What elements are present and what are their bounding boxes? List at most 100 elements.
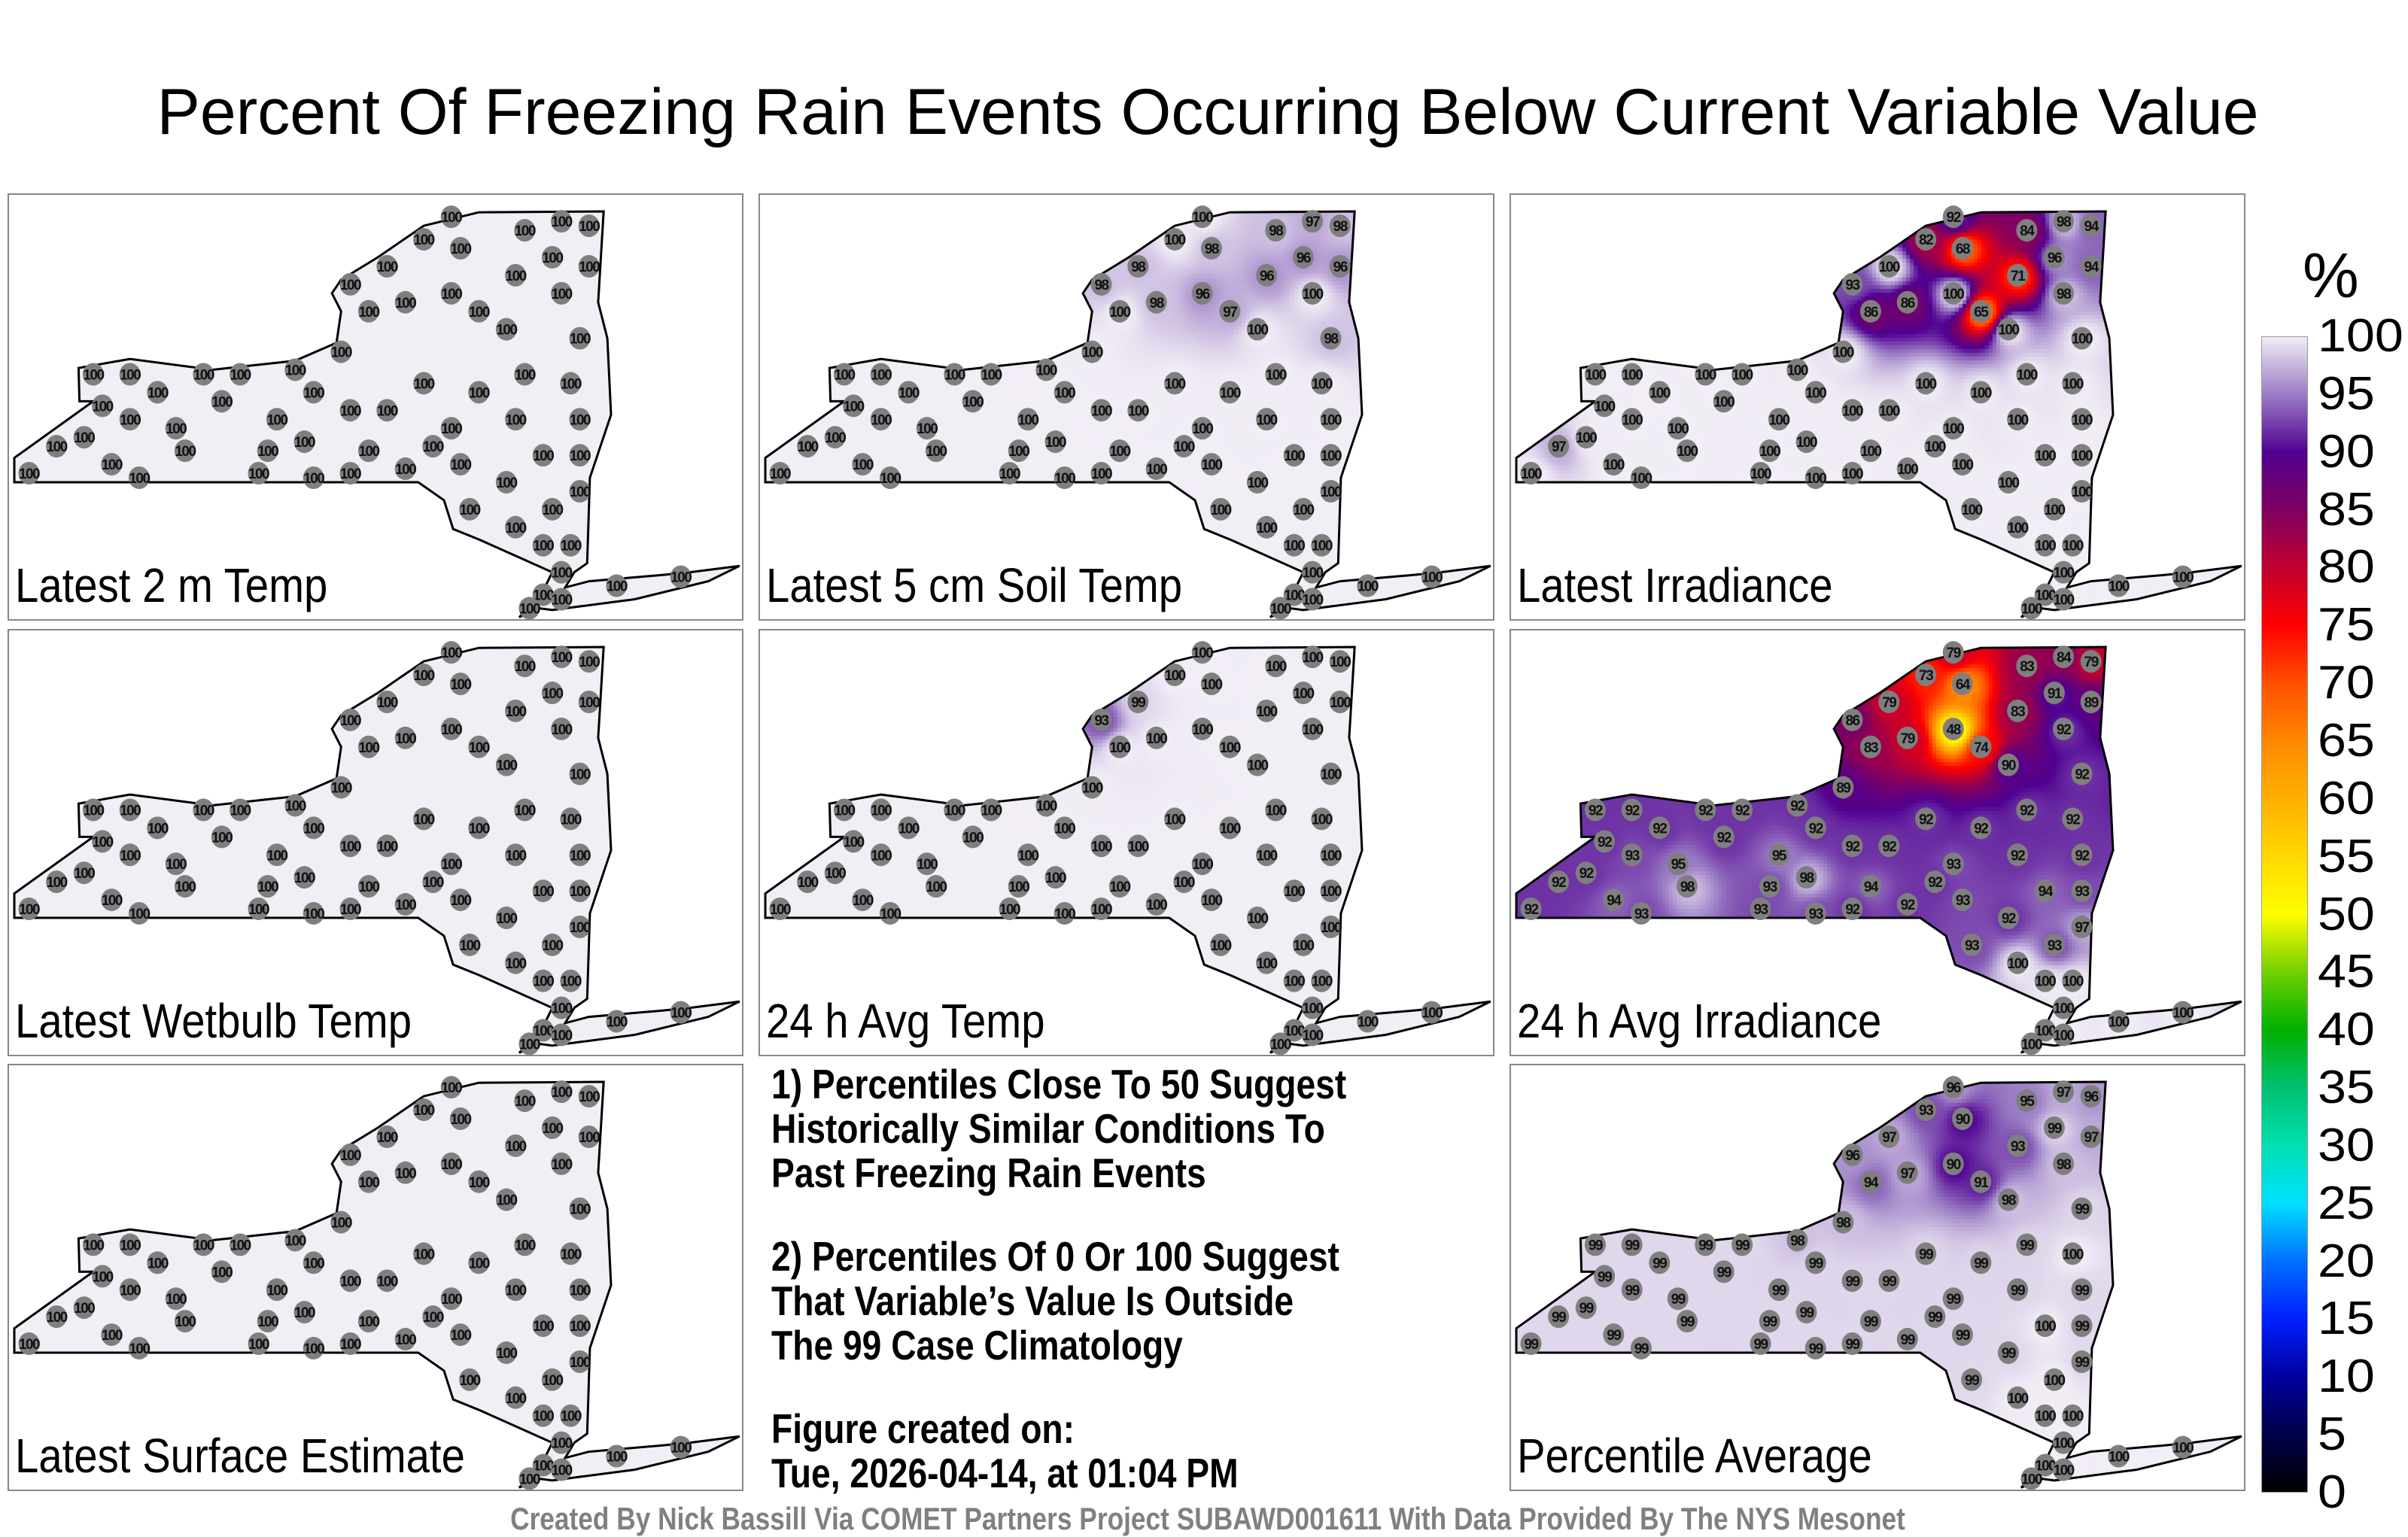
station-marker: 100 <box>119 1278 142 1302</box>
station-dot <box>459 933 481 956</box>
station-marker: 100 <box>551 717 573 740</box>
station-value: 92 <box>2020 803 2034 819</box>
station-dot <box>1896 457 1918 481</box>
station-marker: 100 <box>119 1233 142 1256</box>
station-marker: 100 <box>92 830 114 853</box>
station-value: 99 <box>1680 1314 1695 1330</box>
station-dot <box>2062 372 2084 395</box>
station-marker: 94 <box>1859 875 1881 898</box>
colorbar-tick-label: 20 <box>2318 1235 2375 1287</box>
station-dot <box>357 439 379 463</box>
station-dot <box>1970 1251 1992 1274</box>
station-marker: 92 <box>1924 870 1946 894</box>
station-value: 98 <box>1680 879 1695 895</box>
station-dot <box>248 1332 269 1356</box>
station-marker: 95 <box>1768 843 1789 867</box>
station-marker: 100 <box>376 834 399 858</box>
station-marker: 100 <box>440 852 464 876</box>
station-dot <box>1575 1296 1597 1320</box>
station-value: 100 <box>193 803 214 819</box>
station-dot <box>2007 1278 2029 1302</box>
station-marker: 100 <box>357 1170 381 1193</box>
station-marker: 100 <box>944 798 966 822</box>
station-marker: 100 <box>193 798 215 822</box>
station-dot <box>376 1269 398 1292</box>
station-value: 100 <box>1833 345 1854 361</box>
station-dot <box>2071 444 2093 467</box>
station-marker: 100 <box>440 1076 464 1099</box>
station-value: 100 <box>358 879 379 895</box>
station-marker: 100 <box>1311 533 1333 557</box>
station-dot <box>1732 363 1753 386</box>
station-marker: 99 <box>1695 1233 1716 1256</box>
station-dot <box>1256 515 1278 539</box>
station-value: 92 <box>1947 210 1961 226</box>
station-value: 100 <box>303 1256 324 1271</box>
station-marker: 100 <box>1320 408 1343 431</box>
station-dot <box>1575 426 1597 449</box>
station-dot <box>1997 753 2019 776</box>
station-dot <box>147 381 169 404</box>
station-value: 92 <box>1790 798 1804 814</box>
station-value: 100 <box>294 1305 315 1321</box>
station-dot <box>670 1435 692 1459</box>
station-value: 93 <box>1947 857 1961 873</box>
percentile-field <box>9 630 742 1055</box>
station-marker: 100 <box>303 466 326 490</box>
station-marker: 100 <box>541 245 564 269</box>
colorbar-tick-label: 50 <box>2318 888 2375 940</box>
station-value: 100 <box>1247 758 1268 774</box>
station-dot <box>1090 399 1112 422</box>
station-value: 100 <box>579 260 600 275</box>
station-value: 100 <box>166 857 187 873</box>
station-marker: 100 <box>1878 254 1901 278</box>
station-value: 100 <box>2035 1023 2056 1039</box>
station-dot <box>1108 299 1130 323</box>
station-marker: 100 <box>339 399 363 422</box>
station-marker: 100 <box>2053 1458 2075 1481</box>
station-value: 92 <box>1974 821 1988 837</box>
station-dot <box>1630 902 1652 925</box>
station-dot <box>1035 794 1057 817</box>
station-marker: 100 <box>505 263 528 287</box>
note-2-line-2: That Variable’s Value Is Outside <box>771 1277 1294 1324</box>
station-marker: 100 <box>1090 834 1114 858</box>
station-dot <box>925 875 947 898</box>
station-marker: 97 <box>2071 915 2093 938</box>
station-dot <box>147 1251 169 1274</box>
station-marker: 100 <box>1786 358 1809 381</box>
station-dot <box>2080 650 2102 673</box>
station-value: 99 <box>1763 1314 1777 1330</box>
station-marker: 100 <box>293 866 317 889</box>
station-value: 100 <box>1943 421 1964 437</box>
station-value: 100 <box>230 367 251 383</box>
station-marker: 92 <box>2062 807 2084 831</box>
station-marker: 96 <box>1841 1143 1863 1166</box>
station-marker: 100 <box>1302 560 1324 584</box>
station-value: 100 <box>1312 812 1333 828</box>
station-value: 100 <box>853 893 874 909</box>
station-marker: 100 <box>925 439 948 463</box>
station-value: 100 <box>358 444 379 460</box>
station-dot <box>2007 1134 2029 1157</box>
station-value: 100 <box>266 1283 287 1299</box>
station-marker: 100 <box>376 690 399 713</box>
colorbar-tick-label: 5 <box>2318 1408 2346 1461</box>
station-value: 100 <box>1091 839 1112 855</box>
colorbar-tick-label: 85 <box>2318 483 2375 536</box>
colorbar-tick-label: 40 <box>2318 1004 2375 1056</box>
station-marker: 73 <box>1915 664 1937 687</box>
station-marker: 100 <box>1970 381 1993 404</box>
station-dot <box>2172 565 2194 588</box>
station-value: 100 <box>2021 601 2042 617</box>
station-dot <box>532 583 554 606</box>
station-marker: 100 <box>339 1269 363 1292</box>
colorbar-tick-label: 35 <box>2318 1062 2375 1114</box>
station-dot <box>541 497 563 521</box>
station-dot <box>1191 717 1213 740</box>
station-value: 100 <box>450 893 471 909</box>
station-dot <box>193 363 214 386</box>
station-marker: 93 <box>1759 875 1780 898</box>
station-dot <box>1750 898 1771 921</box>
